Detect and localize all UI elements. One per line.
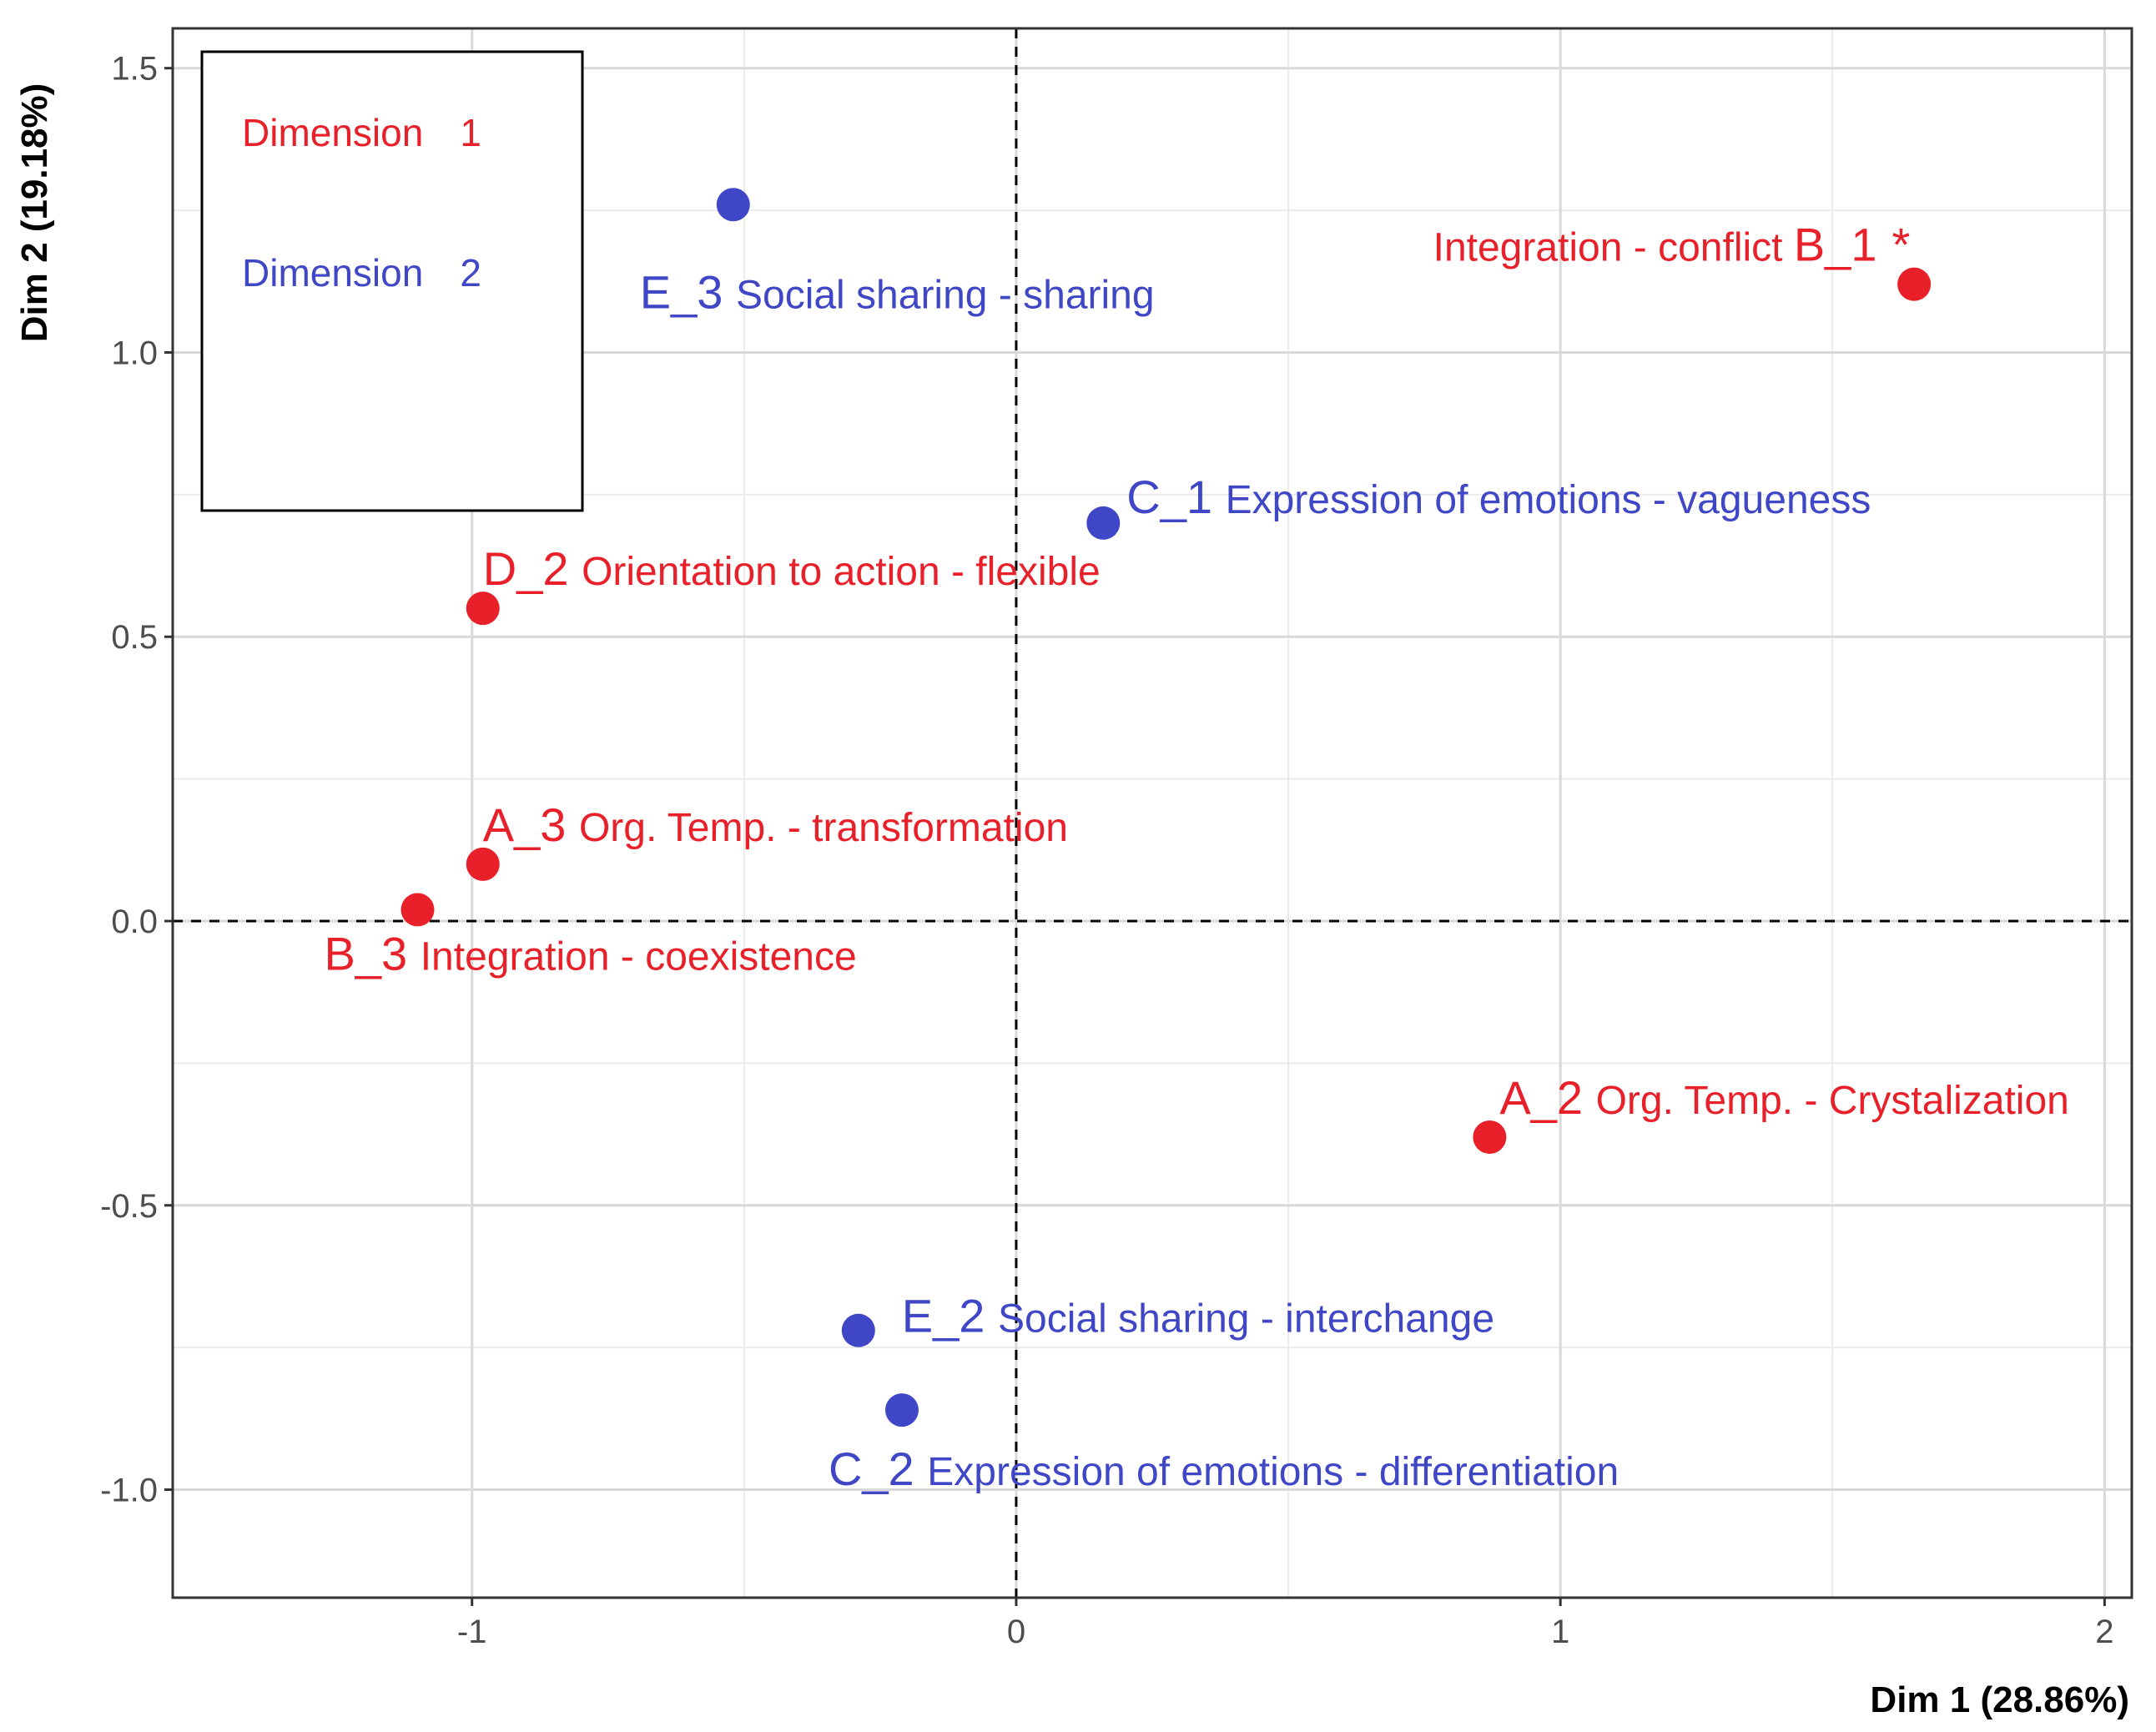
point-b-3 — [400, 893, 435, 927]
plot-panel-border — [171, 27, 2133, 1599]
x-tick-label: -1 — [457, 1614, 487, 1650]
point-e-3 — [716, 188, 750, 222]
label-d-2: D_2 Orientation to action - flexible — [483, 542, 1101, 595]
y-tick-label: -0.5 — [100, 1188, 158, 1225]
label-e-2: E_2 Social sharing - interchange — [902, 1290, 1494, 1342]
label-a-2: A_2 Org. Temp. - Crystalization — [1499, 1071, 2068, 1124]
point-c-2 — [884, 1393, 919, 1427]
legend: Dimension 1 Dimension 2 — [200, 50, 584, 512]
point-c-1 — [1086, 506, 1121, 540]
point-labels: Integration - conflict B_1 * D_2 Orientati… — [325, 219, 2069, 1495]
y-tick-label: 0.5 — [111, 619, 158, 656]
x-tick-label: 2 — [2095, 1614, 2113, 1650]
x-tick-label: 0 — [1007, 1614, 1025, 1650]
point-b-1 — [1897, 267, 1932, 301]
x-axis-ticks: -1 0 1 2 — [457, 1598, 2114, 1650]
legend-entry-dimension-1: Dimension 1 — [242, 111, 481, 154]
reference-lines — [173, 28, 2132, 1598]
y-tick-label: 1.5 — [111, 51, 158, 88]
label-b-3: B_3 Integration - coexistence — [325, 927, 857, 979]
point-d-2 — [466, 592, 500, 626]
label-c-2: C_2 Expression of emotions - differentia… — [829, 1442, 1619, 1495]
x-axis-title: Dim 1 (28.86%) — [1870, 1679, 2129, 1720]
label-b-1: Integration - conflict B_1 * — [1433, 219, 1911, 271]
y-tick-label: 0.0 — [111, 904, 158, 940]
y-tick-label: 1.0 — [111, 335, 158, 371]
data-points — [400, 188, 1932, 1427]
y-tick-label: -1.0 — [100, 1473, 158, 1509]
y-axis-ticks: -1.0 -0.5 0.0 0.5 1.0 1.5 — [100, 51, 173, 1509]
label-c-1: C_1 Expression of emotions - vagueness — [1126, 471, 1871, 523]
y-axis-title: Dim 2 (19.18%) — [14, 83, 55, 343]
label-e-3: E_3 Social sharing - sharing — [640, 265, 1155, 318]
legend-entry-dimension-2: Dimension 2 — [242, 251, 481, 295]
legend-box — [200, 50, 584, 512]
point-e-2 — [841, 1313, 875, 1347]
label-a-3: A_3 Org. Temp. - transformation — [483, 798, 1068, 851]
point-a-2 — [1473, 1120, 1507, 1154]
x-tick-label: 1 — [1551, 1614, 1569, 1650]
point-a-3 — [466, 847, 500, 881]
